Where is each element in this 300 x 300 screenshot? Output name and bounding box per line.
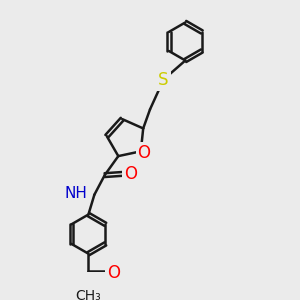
Text: S: S	[158, 70, 169, 88]
Text: NH: NH	[65, 186, 88, 201]
Text: O: O	[138, 144, 151, 162]
Text: O: O	[107, 264, 120, 282]
Text: CH₃: CH₃	[76, 289, 101, 300]
Text: O: O	[124, 165, 137, 183]
